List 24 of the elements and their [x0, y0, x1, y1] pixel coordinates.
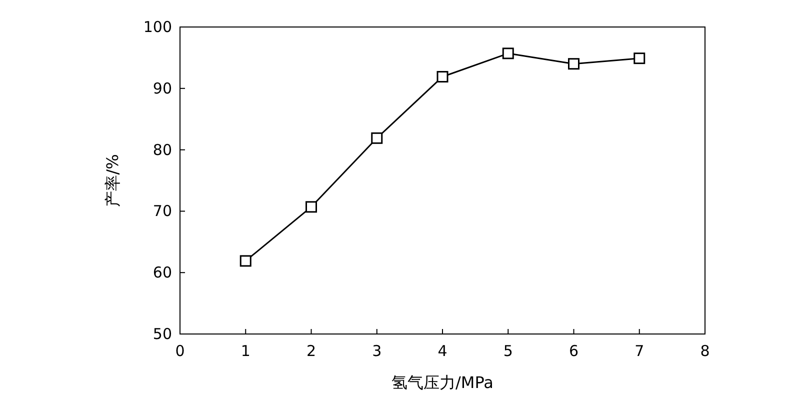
- point: [502, 48, 514, 60]
- x-axis-title: 氢气压力/MPa: [392, 373, 494, 392]
- y-tick-label: 100: [143, 18, 172, 36]
- x-tick-label: 3: [372, 342, 382, 360]
- x-tick-label: 1: [240, 342, 250, 360]
- point: [436, 70, 448, 82]
- x-tick-label: 7: [634, 342, 644, 360]
- y-axis-title: 产率/%: [103, 154, 122, 207]
- point: [568, 58, 580, 70]
- x-tick-label: 5: [503, 342, 513, 360]
- point: [240, 255, 252, 267]
- x-tick-label: 8: [700, 342, 710, 360]
- x-tick-label: 0: [175, 342, 185, 360]
- point: [306, 201, 317, 213]
- y-tick-label: 80: [152, 140, 172, 159]
- point: [371, 132, 383, 144]
- y-tick-label: 50: [152, 325, 172, 343]
- x-tick-label: 6: [568, 342, 579, 360]
- y-tick-label: 60: [152, 264, 172, 282]
- y-tick-label: 90: [152, 79, 172, 98]
- x-tick-label: 2: [306, 342, 316, 360]
- point: [634, 52, 646, 64]
- y-tick-label: 70: [152, 202, 172, 220]
- x-tick-label: 4: [438, 342, 448, 360]
